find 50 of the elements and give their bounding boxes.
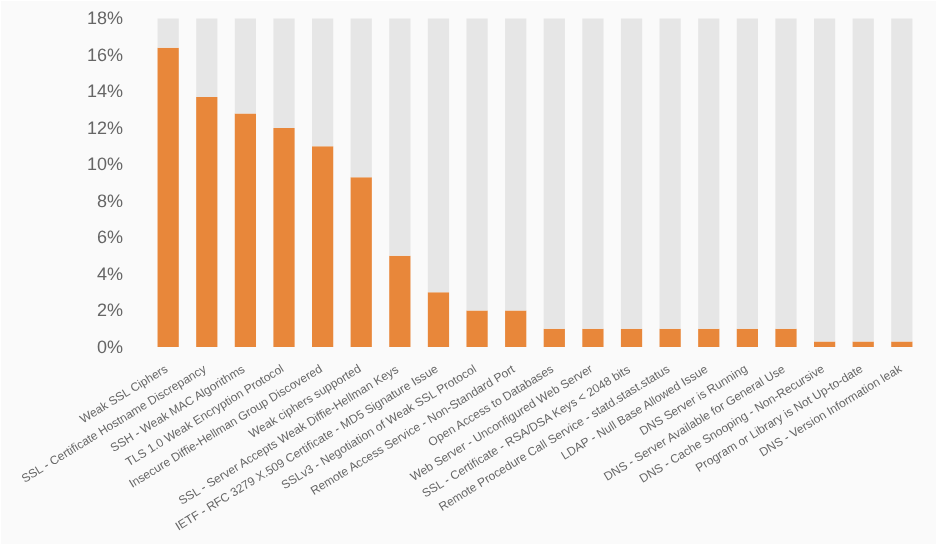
y-tick-label: 14% bbox=[86, 81, 123, 102]
bar bbox=[389, 18, 411, 256]
bar bbox=[157, 18, 179, 48]
bar bbox=[813, 341, 836, 347]
bar bbox=[505, 310, 527, 347]
bar bbox=[891, 18, 913, 342]
y-tick-label: 8% bbox=[96, 190, 124, 211]
bar bbox=[466, 310, 488, 347]
bar bbox=[389, 255, 411, 347]
bar bbox=[775, 18, 797, 329]
y-tick-label: 16% bbox=[86, 44, 123, 65]
bar bbox=[350, 177, 372, 347]
bar bbox=[775, 328, 797, 347]
bar bbox=[505, 18, 527, 311]
y-tick-label: 12% bbox=[86, 117, 123, 138]
bar bbox=[543, 18, 565, 329]
y-tick-label: 2% bbox=[96, 300, 124, 321]
bar bbox=[891, 341, 913, 347]
bar bbox=[273, 127, 295, 347]
bar bbox=[350, 18, 372, 178]
bar bbox=[543, 328, 565, 347]
bar bbox=[427, 18, 450, 293]
bar bbox=[582, 328, 604, 347]
bar bbox=[466, 18, 488, 311]
bar bbox=[813, 18, 836, 342]
bar bbox=[736, 18, 758, 329]
bar bbox=[273, 18, 295, 128]
y-tick-label: 0% bbox=[96, 337, 124, 357]
bar bbox=[157, 47, 179, 347]
bar bbox=[852, 18, 874, 342]
bar bbox=[196, 18, 218, 97]
bar bbox=[312, 146, 334, 347]
bar bbox=[427, 292, 450, 347]
bar bbox=[620, 328, 643, 347]
bar bbox=[620, 18, 643, 329]
bar bbox=[234, 18, 257, 114]
bar bbox=[659, 18, 681, 329]
bar bbox=[698, 328, 720, 347]
y-tick-label: 4% bbox=[96, 263, 124, 284]
bar bbox=[234, 113, 257, 347]
bar bbox=[698, 18, 720, 329]
bar bbox=[736, 328, 758, 347]
y-tick-label: 6% bbox=[96, 227, 124, 248]
bar bbox=[852, 341, 874, 347]
bar bbox=[196, 96, 218, 347]
bar bbox=[582, 18, 604, 329]
bar bbox=[659, 328, 681, 347]
bar bbox=[312, 18, 334, 147]
y-tick-label: 10% bbox=[86, 154, 123, 175]
y-tick-label: 18% bbox=[86, 8, 123, 29]
